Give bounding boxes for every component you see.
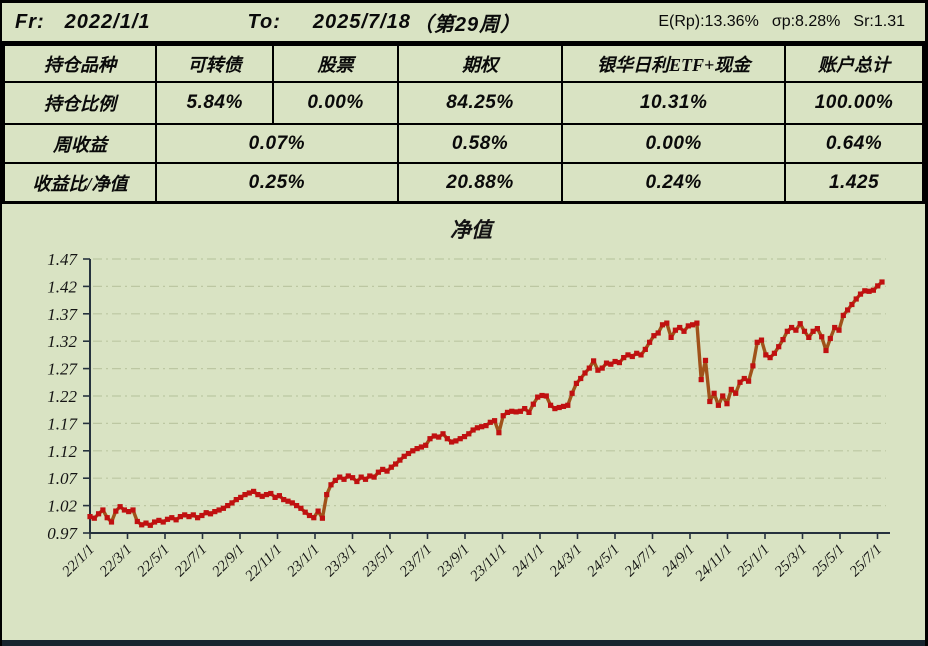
net-value-chart: 净值 0.97 1.02 1.07 1.12 1.17 1.22 1.27 1.32 1.37 1.…: [4, 197, 925, 643]
svg-text:1.17: 1.17: [47, 414, 78, 433]
svg-text:1.12: 1.12: [47, 442, 77, 461]
svg-text:22/5/1: 22/5/1: [134, 542, 172, 580]
window-bottom-edge: [2, 640, 925, 646]
svg-text:23/5/1: 23/5/1: [359, 542, 397, 580]
svg-text:24/5/1: 24/5/1: [584, 542, 622, 580]
stat-volatility: σp:8.28%: [771, 13, 841, 30]
row-label-weekly-return[interactable]: 周收益: [2, 123, 157, 164]
col-header-stocks[interactable]: 股票: [272, 43, 399, 83]
col-header-holding-type[interactable]: 持仓品种: [2, 43, 157, 83]
cell-weekly-return-options[interactable]: 0.58%: [396, 123, 564, 164]
svg-text:1.02: 1.02: [47, 497, 77, 516]
svg-text:24/1/1: 24/1/1: [509, 542, 547, 580]
svg-text:25/5/1: 25/5/1: [809, 542, 847, 580]
cell-return-ratio-options[interactable]: 20.88%: [396, 162, 564, 204]
cell-position-account-total[interactable]: 100.00%: [784, 81, 925, 125]
period-header: Fr: 2022/1/1 To: 2025/7/18 （第29周） E(Rp):…: [2, 3, 925, 43]
svg-text:25/7/1: 25/7/1: [847, 542, 885, 580]
portfolio-stats: E(Rp):13.36% σp:8.28% Sr:1.31: [658, 13, 905, 31]
svg-text:23/11/1: 23/11/1: [467, 542, 510, 585]
svg-text:22/11/1: 22/11/1: [242, 542, 285, 585]
cell-position-stocks[interactable]: 0.00%: [272, 81, 399, 125]
cell-weekly-return-account-total[interactable]: 0.64%: [784, 123, 925, 164]
holdings-table: 持仓品种 可转债 股票 期权 银华日利ETF+现金 账户总计 持仓比例 5.84…: [2, 43, 925, 204]
col-header-options[interactable]: 期权: [396, 43, 564, 83]
svg-text:1.42: 1.42: [47, 277, 77, 296]
cell-net-value-account-total[interactable]: 1.425: [784, 162, 925, 204]
svg-text:1.07: 1.07: [47, 469, 78, 488]
cell-weekly-return-bonds-stocks[interactable]: 0.07%: [154, 123, 399, 164]
svg-text:23/1/1: 23/1/1: [284, 542, 322, 580]
svg-text:23/3/1: 23/3/1: [322, 542, 360, 580]
svg-text:1.47: 1.47: [47, 250, 78, 269]
from-label[interactable]: Fr:: [15, 10, 45, 33]
cell-weekly-return-etf-cash[interactable]: 0.00%: [561, 123, 786, 164]
stat-sharpe-ratio: Sr:1.31: [853, 13, 905, 30]
col-header-convertible-bonds[interactable]: 可转债: [154, 43, 275, 83]
cell-position-options[interactable]: 84.25%: [396, 81, 564, 125]
table-header-row: 持仓品种 可转债 股票 期权 银华日利ETF+现金 账户总计: [2, 43, 925, 83]
weekly-return-row: 周收益 0.07% 0.58% 0.00% 0.64%: [2, 123, 925, 164]
svg-text:22/1/1: 22/1/1: [59, 542, 97, 580]
to-label[interactable]: To:: [247, 10, 281, 33]
svg-text:1.32: 1.32: [47, 332, 77, 351]
cell-return-ratio-bonds-stocks[interactable]: 0.25%: [154, 162, 399, 204]
svg-text:22/7/1: 22/7/1: [172, 542, 210, 580]
svg-text:1.37: 1.37: [47, 305, 78, 324]
svg-text:22/3/1: 22/3/1: [97, 542, 135, 580]
row-label-return-ratio-net-value[interactable]: 收益比/净值: [2, 162, 157, 204]
svg-text:24/11/1: 24/11/1: [692, 542, 735, 585]
col-header-account-total[interactable]: 账户总计: [784, 43, 925, 83]
cell-return-ratio-etf-cash[interactable]: 0.24%: [561, 162, 786, 204]
svg-text:24/7/1: 24/7/1: [622, 542, 660, 580]
to-date-value[interactable]: 2025/7/18: [312, 10, 411, 33]
svg-text:25/1/1: 25/1/1: [734, 542, 772, 580]
svg-text:净值: 净值: [450, 218, 495, 242]
svg-text:0.97: 0.97: [47, 524, 78, 543]
week-number-label: （第29周）: [412, 13, 522, 36]
svg-text:23/7/1: 23/7/1: [397, 542, 435, 580]
cell-position-convertible-bonds[interactable]: 5.84%: [154, 81, 275, 125]
stat-expected-return: E(Rp):13.36%: [658, 13, 759, 30]
net-value-chart-svg: 净值 0.97 1.02 1.07 1.12 1.17 1.22 1.27 1.32 1.37 1.…: [47, 218, 890, 585]
col-header-etf-cash[interactable]: 银华日利ETF+现金: [561, 43, 786, 83]
from-date-value[interactable]: 2022/1/1: [64, 10, 151, 33]
svg-text:1.27: 1.27: [47, 360, 78, 379]
position-ratio-row: 持仓比例 5.84% 0.00% 84.25% 10.31% 100.00%: [2, 81, 925, 125]
cell-position-etf-cash[interactable]: 10.31%: [561, 81, 786, 125]
return-ratio-net-value-row: 收益比/净值 0.25% 20.88% 0.24% 1.425: [2, 162, 925, 204]
svg-text:25/3/1: 25/3/1: [772, 542, 810, 580]
row-label-position-ratio[interactable]: 持仓比例: [2, 81, 157, 125]
svg-text:1.22: 1.22: [47, 387, 77, 406]
svg-text:24/3/1: 24/3/1: [547, 542, 585, 580]
